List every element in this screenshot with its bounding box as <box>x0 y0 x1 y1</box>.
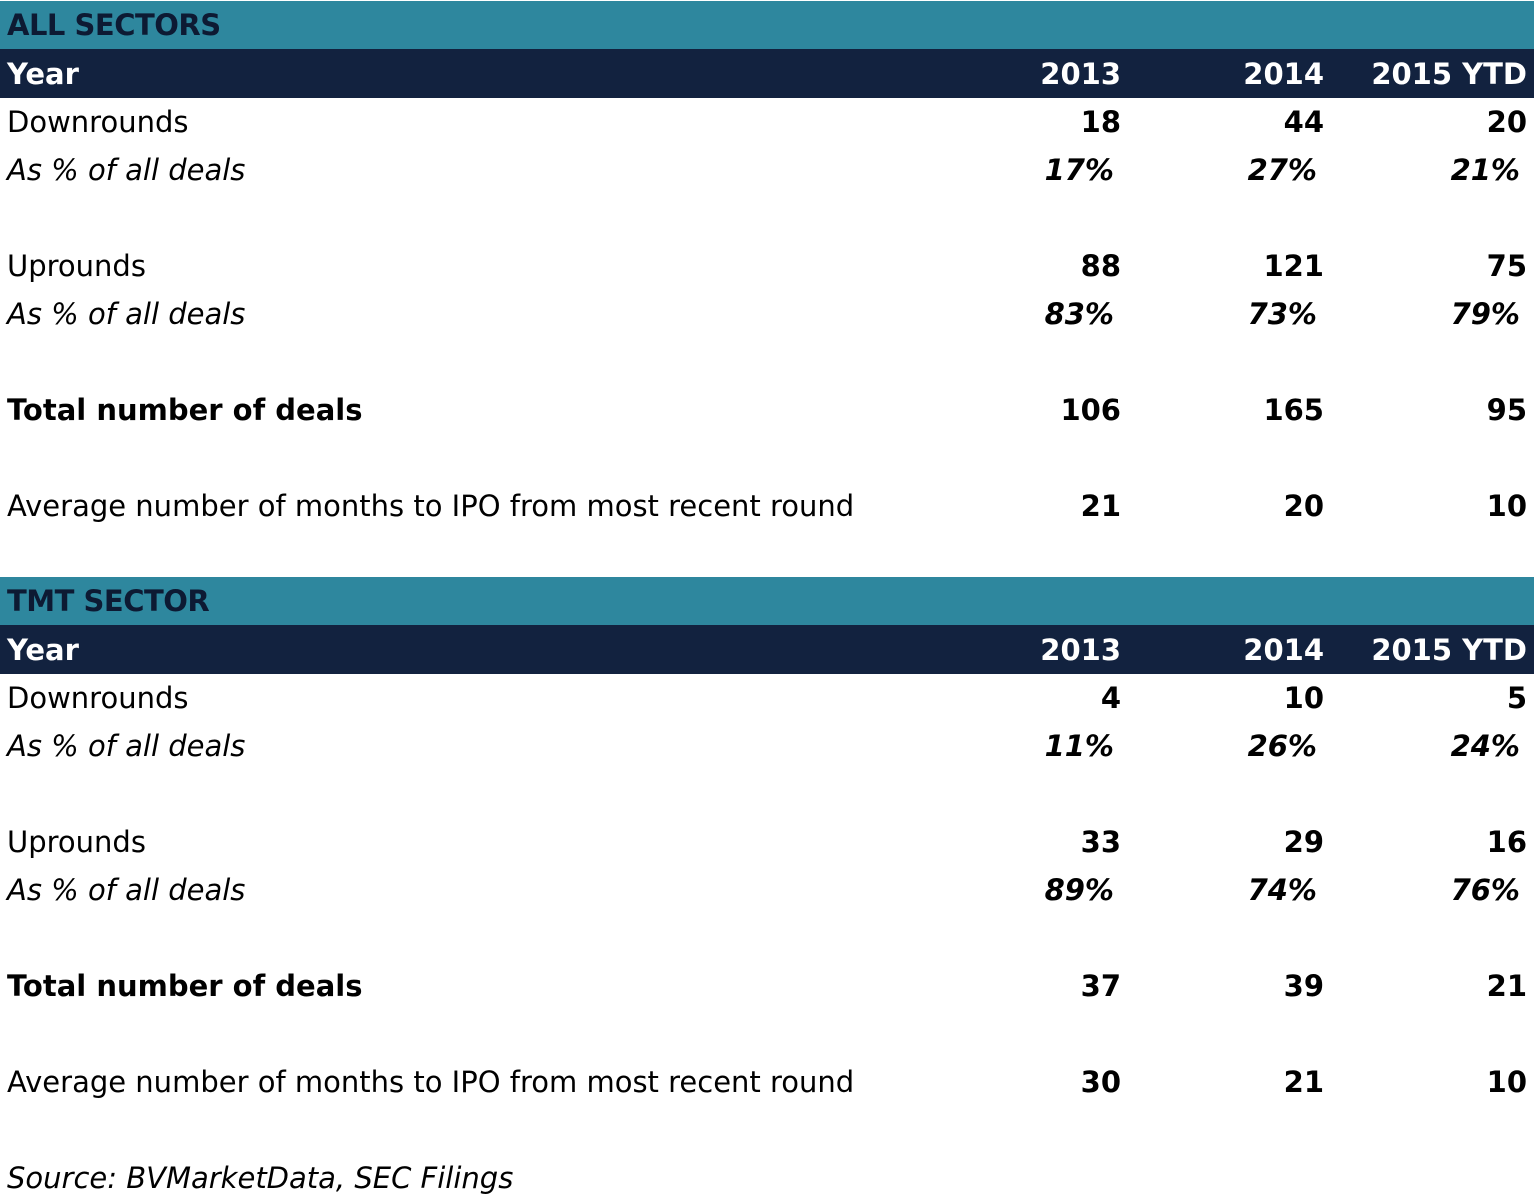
cell-2015: 75 <box>1486 249 1527 283</box>
row-label: Uprounds <box>7 249 146 283</box>
cell-2015: 95 <box>1486 393 1527 427</box>
year-header-row: Year 2013 2014 2015 YTD <box>0 625 1534 674</box>
cell-2015: 16 <box>1486 825 1527 859</box>
cell-2015: 21 <box>1486 969 1527 1003</box>
cell-2015: 79% <box>1450 297 1520 331</box>
cell-2013: 21 <box>1080 489 1121 523</box>
cell-2014: 20 <box>1283 489 1324 523</box>
cell-2015: 5 <box>1506 681 1527 715</box>
tmt-sector-table: TMT SECTOR Year 2013 2014 2015 YTD Downr… <box>0 577 1534 1106</box>
cell-2013: 89% <box>1044 873 1114 907</box>
row-label: Uprounds <box>7 825 146 859</box>
source-note: Source: BVMarketData, SEC Filings <box>7 1161 514 1195</box>
year-header-2015: 2015 YTD <box>1371 632 1527 667</box>
cell-2015: 21% <box>1450 153 1520 187</box>
cell-2015: 24% <box>1450 729 1520 763</box>
year-header-label: Year <box>7 632 79 667</box>
row-label: As % of all deals <box>7 873 246 907</box>
sector-title: TMT SECTOR <box>7 584 210 618</box>
cell-2015: 20 <box>1486 105 1527 139</box>
cell-2014: 21 <box>1283 1065 1324 1099</box>
year-header-2014: 2014 <box>1243 56 1324 91</box>
row-label: Downrounds <box>7 681 189 715</box>
row-label: Total number of deals <box>7 969 363 1003</box>
cell-2013: 83% <box>1044 297 1114 331</box>
cell-2014: 165 <box>1263 393 1324 427</box>
cell-2015: 76% <box>1450 873 1520 907</box>
row-label: Average number of months to IPO from mos… <box>7 489 855 523</box>
sector-title: ALL SECTORS <box>7 8 221 42</box>
cell-2014: 73% <box>1247 297 1317 331</box>
table-row: Total number of deals 106 165 95 <box>0 386 1534 434</box>
year-header-row: Year 2013 2014 2015 YTD <box>0 49 1534 98</box>
cell-2013: 4 <box>1100 681 1121 715</box>
cell-2015: 10 <box>1486 489 1527 523</box>
cell-2013: 88 <box>1080 249 1121 283</box>
table-row: Downrounds 4 10 5 <box>0 674 1534 722</box>
cell-2014: 121 <box>1263 249 1324 283</box>
cell-2013: 37 <box>1080 969 1121 1003</box>
cell-2014: 26% <box>1247 729 1317 763</box>
table-row: Uprounds 33 29 16 <box>0 818 1534 866</box>
year-header-2015: 2015 YTD <box>1371 56 1527 91</box>
cell-2014: 27% <box>1247 153 1317 187</box>
sector-title-bar: ALL SECTORS <box>0 1 1534 49</box>
all-sectors-table: ALL SECTORS Year 2013 2014 2015 YTD Down… <box>0 1 1534 530</box>
table-row: Downrounds 18 44 20 <box>0 98 1534 146</box>
cell-2014: 29 <box>1283 825 1324 859</box>
cell-2014: 39 <box>1283 969 1324 1003</box>
cell-2013: 106 <box>1060 393 1121 427</box>
row-label: As % of all deals <box>7 297 246 331</box>
table-row: As % of all deals 83% 73% 79% <box>0 290 1534 338</box>
row-label: As % of all deals <box>7 729 246 763</box>
cell-2014: 74% <box>1247 873 1317 907</box>
cell-2013: 17% <box>1044 153 1114 187</box>
table-row: As % of all deals 11% 26% 24% <box>0 722 1534 770</box>
cell-2013: 11% <box>1044 729 1114 763</box>
row-label: Average number of months to IPO from mos… <box>7 1065 855 1099</box>
cell-2014: 44 <box>1283 105 1324 139</box>
year-header-2013: 2013 <box>1040 632 1121 667</box>
cell-2014: 10 <box>1283 681 1324 715</box>
table-row: Average number of months to IPO from mos… <box>0 1058 1534 1106</box>
row-label: As % of all deals <box>7 153 246 187</box>
cell-2013: 30 <box>1080 1065 1121 1099</box>
year-header-2013: 2013 <box>1040 56 1121 91</box>
table-row: Total number of deals 37 39 21 <box>0 962 1534 1010</box>
table-row: As % of all deals 89% 74% 76% <box>0 866 1534 914</box>
cell-2015: 10 <box>1486 1065 1527 1099</box>
row-label: Downrounds <box>7 105 189 139</box>
table-row: As % of all deals 17% 27% 21% <box>0 146 1534 194</box>
cell-2013: 18 <box>1080 105 1121 139</box>
year-header-2014: 2014 <box>1243 632 1324 667</box>
cell-2013: 33 <box>1080 825 1121 859</box>
table-row: Uprounds 88 121 75 <box>0 242 1534 290</box>
sector-title-bar: TMT SECTOR <box>0 577 1534 625</box>
year-header-label: Year <box>7 56 79 91</box>
row-label: Total number of deals <box>7 393 363 427</box>
table-row: Average number of months to IPO from mos… <box>0 482 1534 530</box>
